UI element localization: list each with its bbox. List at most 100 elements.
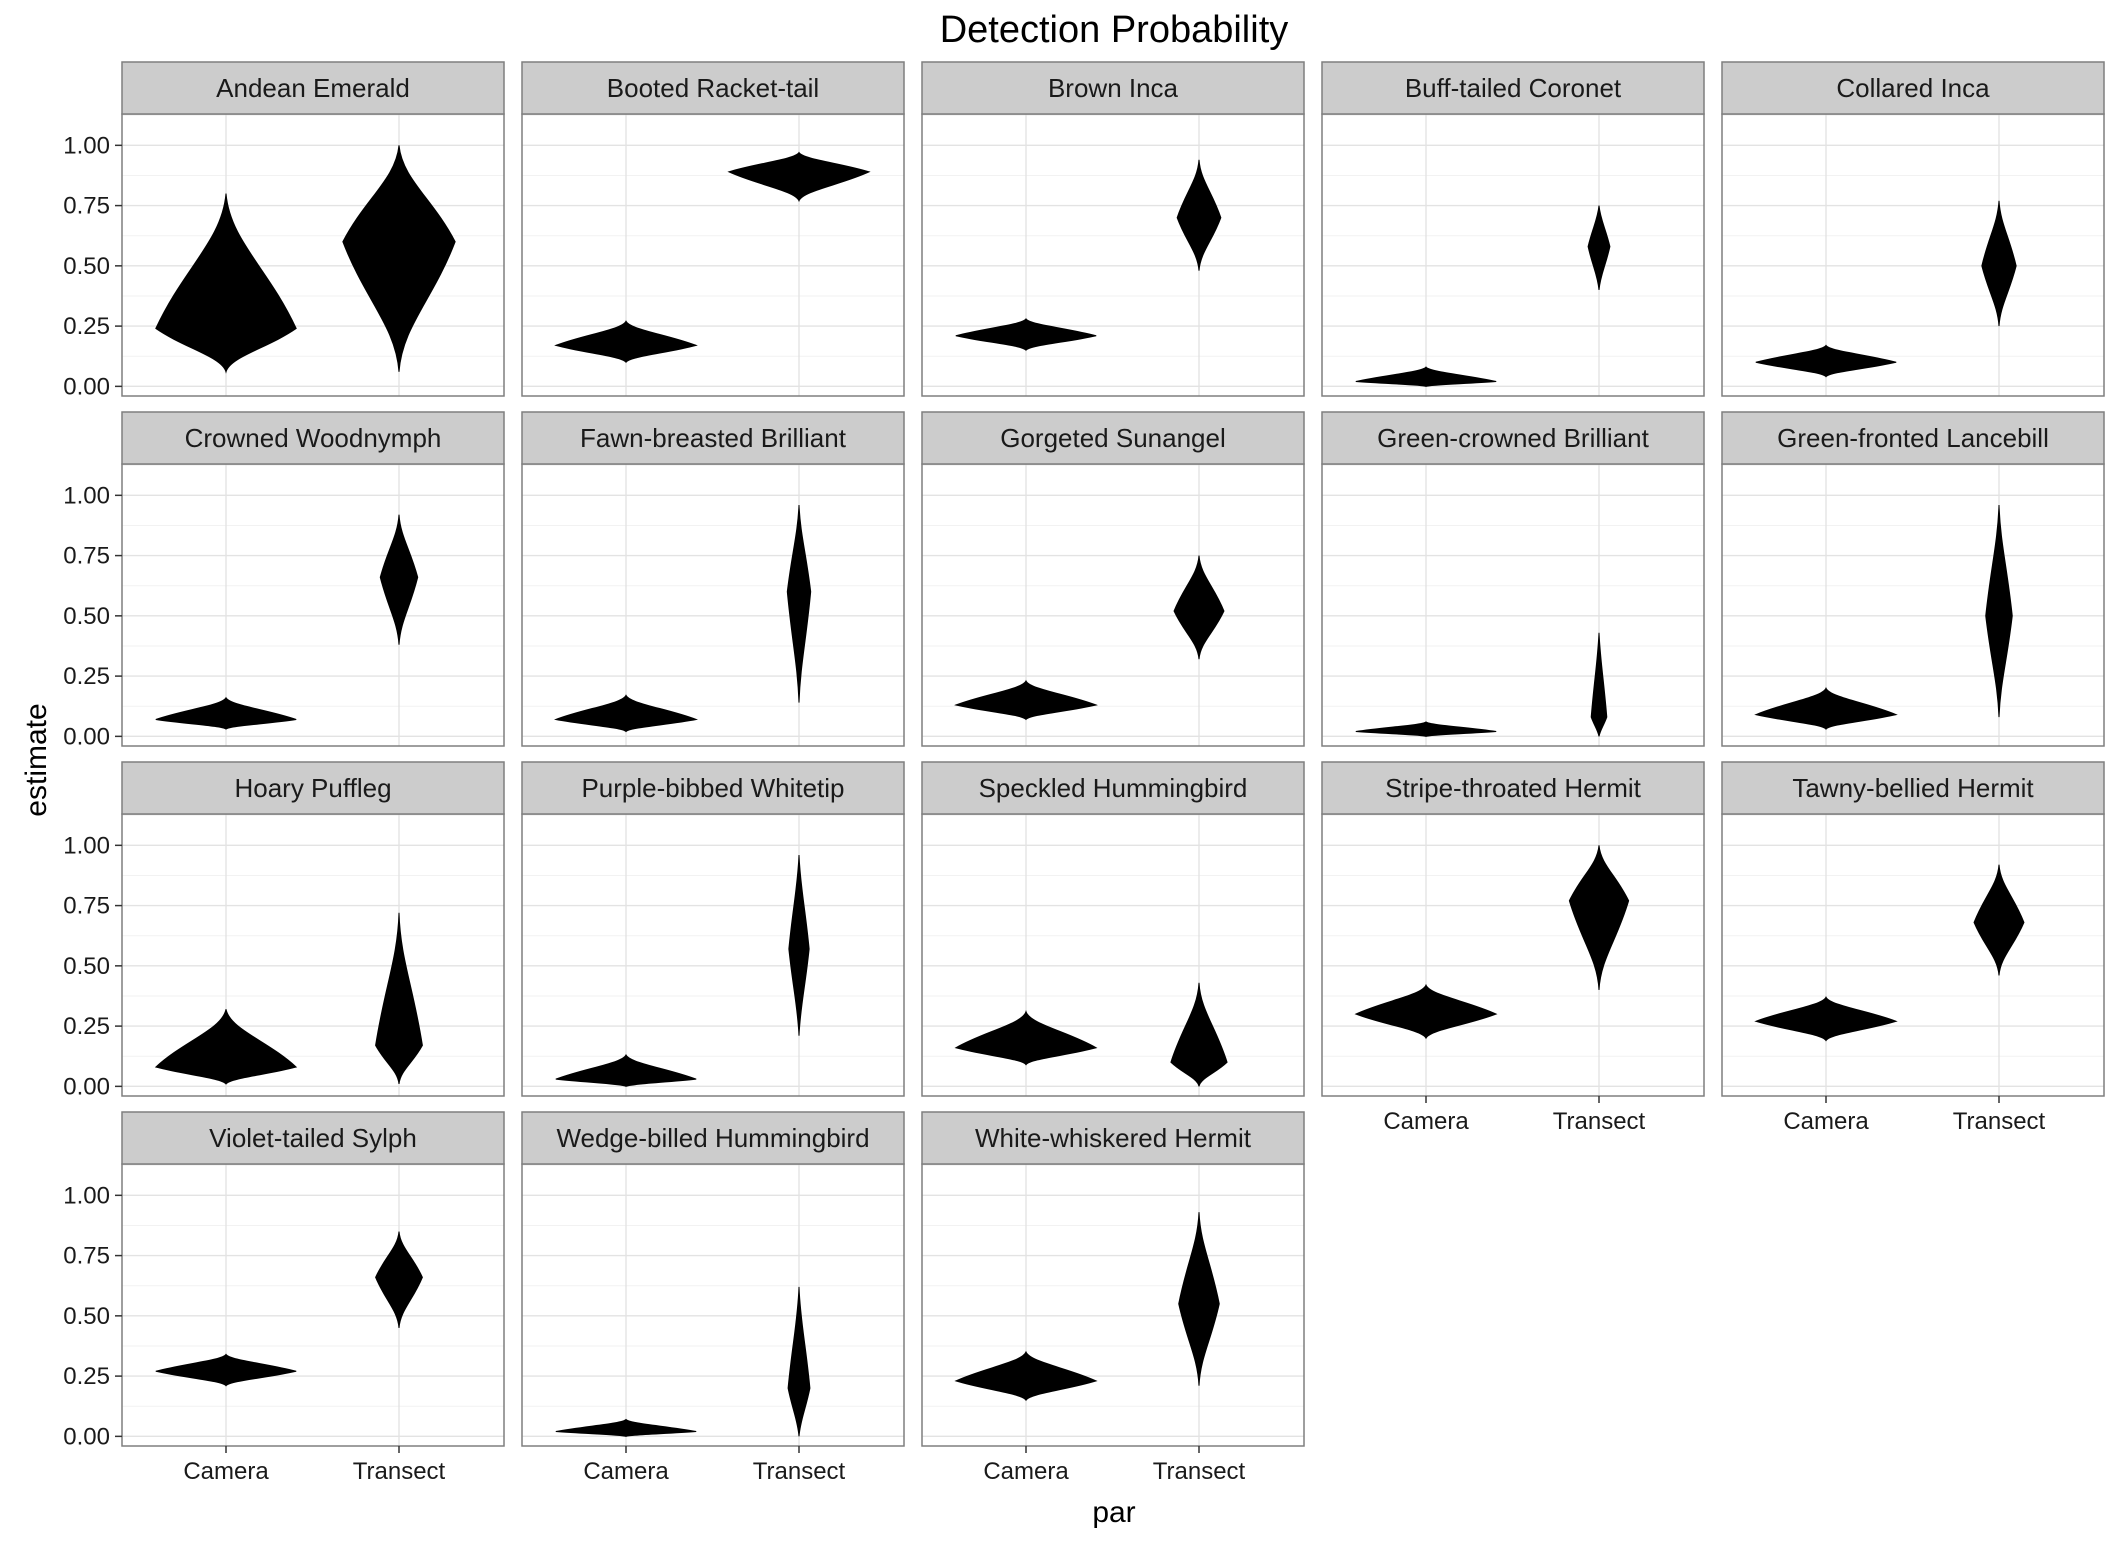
facet-title: Buff-tailed Coronet [1405, 73, 1622, 103]
facet-title: White-whiskered Hermit [975, 1123, 1252, 1153]
panels-layer: Andean Emerald 0.00 0.25 0.50 0.75 1.00 Booted… [63, 61, 2105, 1485]
facet-title: Brown Inca [1048, 73, 1179, 103]
violin-camera [554, 320, 698, 364]
x-tick-label: Transect [1953, 1108, 2046, 1135]
violin-transect [786, 504, 812, 703]
violin-transect [342, 145, 456, 372]
facet-title: Collared Inca [1836, 73, 1990, 103]
facet-panel: Gorgeted Sunangel [921, 411, 1305, 747]
facet-strip [921, 411, 1305, 465]
violin-transect [1568, 845, 1630, 990]
facet-strip [121, 1111, 505, 1165]
y-tick-label: 0.25 [63, 1363, 110, 1390]
facet-title: Andean Emerald [216, 73, 410, 103]
panel-background [1322, 814, 1704, 1096]
y-tick-label: 0.25 [63, 663, 110, 690]
facet-panel: Tawny-bellied Hermit Camera Transect [1721, 761, 2105, 1135]
y-tick-label: 1.00 [63, 1182, 110, 1209]
violin-transect [375, 1231, 423, 1328]
violin-transect [1590, 632, 1608, 737]
violin-camera [1754, 996, 1898, 1042]
x-tick-label: Camera [1383, 1108, 1469, 1135]
facet-panel: Green-crowned Brilliant [1321, 411, 1705, 747]
panel-background [522, 114, 904, 396]
panel-background [122, 464, 504, 746]
violin-camera [155, 193, 297, 374]
chart-title: Detection Probability [940, 9, 1289, 51]
facet-panel: Hoary Puffleg 0.00 0.25 0.50 0.75 1.00 [63, 761, 505, 1100]
facet-strip [1721, 411, 2105, 465]
facet-strip [521, 61, 905, 115]
facet-strip [121, 761, 505, 815]
facet-title: Wedge-billed Hummingbird [556, 1123, 869, 1153]
panel-background [1722, 464, 2104, 746]
panel-background [1722, 114, 2104, 396]
facet-title: Tawny-bellied Hermit [1792, 773, 2034, 803]
facet-title: Speckled Hummingbird [979, 773, 1248, 803]
y-tick-label: 0.50 [63, 1303, 110, 1330]
y-tick-label: 0.75 [63, 893, 110, 920]
facet-title: Green-fronted Lancebill [1777, 423, 2049, 453]
facet-panel: Fawn-breasted Brilliant [521, 411, 905, 747]
violin-transect [788, 854, 810, 1036]
facet-panel: Speckled Hummingbird [921, 761, 1305, 1097]
facet-panel: White-whiskered Hermit Camera Transect [921, 1111, 1305, 1485]
y-tick-label: 0.00 [63, 723, 110, 750]
y-tick-label: 0.00 [63, 373, 110, 400]
facet-panel: Andean Emerald 0.00 0.25 0.50 0.75 1.00 [63, 61, 505, 400]
y-tick-label: 0.50 [63, 603, 110, 630]
y-tick-label: 0.75 [63, 193, 110, 220]
facet-panel: Buff-tailed Coronet [1321, 61, 1705, 397]
x-tick-label: Transect [753, 1458, 846, 1485]
facet-strip [1721, 761, 2105, 815]
violin-transect [1973, 864, 2025, 976]
panel-background [1322, 464, 1704, 746]
violin-camera [155, 696, 297, 730]
y-tick-label: 0.75 [63, 543, 110, 570]
facet-panel: Green-fronted Lancebill [1721, 411, 2105, 747]
x-tick-label: Camera [183, 1458, 269, 1485]
violin-camera [954, 679, 1098, 721]
x-tick-label: Camera [583, 1458, 669, 1485]
facet-panel: Brown Inca [921, 61, 1305, 397]
facet-strip [121, 61, 505, 115]
facet-title: Green-crowned Brilliant [1377, 423, 1649, 453]
violin-transect [1170, 982, 1228, 1087]
x-tick-label: Transect [353, 1458, 446, 1485]
violin-transect [727, 151, 871, 203]
y-tick-label: 1.00 [63, 482, 110, 509]
y-tick-label: 0.25 [63, 313, 110, 340]
facet-strip [121, 411, 505, 465]
violin-camera [1755, 344, 1897, 378]
facet-strip [921, 61, 1305, 115]
x-tick-label: Transect [1553, 1108, 1646, 1135]
violin-transect [787, 1286, 811, 1437]
facet-strip [521, 761, 905, 815]
violin-transect [379, 514, 419, 645]
facet-panel: Crowned Woodnymph 0.00 0.25 0.50 0.75 1.00 [63, 411, 505, 750]
facet-title: Booted Racket-tail [607, 73, 819, 103]
y-tick-label: 0.50 [63, 253, 110, 280]
violin-transect [1173, 555, 1225, 660]
facet-title: Hoary Puffleg [234, 773, 391, 803]
y-tick-label: 0.25 [63, 1013, 110, 1040]
facet-strip [1321, 411, 1705, 465]
violin-camera [954, 1010, 1098, 1066]
x-axis-title: par [1092, 1496, 1135, 1529]
violin-camera [1355, 721, 1497, 737]
y-tick-label: 1.00 [63, 832, 110, 859]
facet-panel: Wedge-billed Hummingbird Camera Transect [521, 1111, 905, 1485]
panel-background [922, 814, 1304, 1096]
panel-background [522, 464, 904, 746]
violin-camera [954, 1350, 1098, 1402]
panel-background [522, 1164, 904, 1446]
x-tick-label: Camera [983, 1458, 1069, 1485]
violin-camera [155, 1353, 297, 1387]
panel-background [922, 1164, 1304, 1446]
facet-title: Fawn-breasted Brilliant [580, 423, 847, 453]
panel-background [122, 1164, 504, 1446]
y-axis-title: estimate [20, 703, 53, 816]
violin-transect [1178, 1212, 1220, 1386]
violin-transect [1176, 159, 1222, 271]
